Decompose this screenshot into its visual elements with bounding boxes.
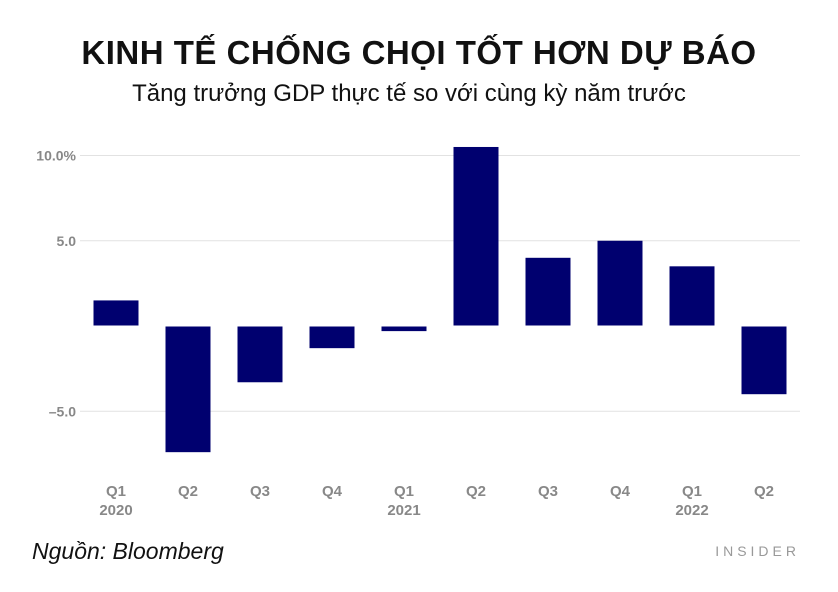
x-tick-label: Q4 bbox=[322, 483, 343, 500]
bar bbox=[381, 326, 427, 332]
y-axis-ticks: 10.0% 5.0 –5.0 bbox=[36, 148, 76, 420]
chart-title: KINH TẾ CHỐNG CHỌI TỐT HƠN DỰ BÁO bbox=[81, 34, 757, 71]
x-tick-year-label: 2021 bbox=[387, 502, 420, 519]
bar bbox=[309, 326, 355, 349]
bars bbox=[80, 146, 800, 453]
chart-subtitle: Tăng trưởng GDP thực tế so với cùng kỳ n… bbox=[132, 80, 686, 107]
bar bbox=[741, 326, 787, 395]
x-tick-year-label: 2020 bbox=[99, 502, 132, 519]
x-tick-label: Q1 bbox=[106, 483, 126, 500]
bar bbox=[93, 300, 139, 326]
y-tick-label: 5.0 bbox=[57, 233, 77, 249]
brand-logo: INSIDER bbox=[715, 543, 800, 559]
x-tick-label: Q1 bbox=[394, 483, 414, 500]
source-note: Nguồn: Bloomberg bbox=[32, 538, 224, 564]
bar bbox=[453, 146, 499, 326]
x-tick-label: Q2 bbox=[754, 483, 774, 500]
x-tick-label: Q2 bbox=[466, 483, 486, 500]
x-tick-label: Q2 bbox=[178, 483, 198, 500]
x-tick-year-label: 2022 bbox=[675, 502, 708, 519]
y-tick-label: 10.0% bbox=[36, 148, 76, 164]
y-tick-label: –5.0 bbox=[49, 403, 76, 419]
x-tick-label: Q1 bbox=[682, 483, 702, 500]
bar bbox=[165, 326, 211, 453]
bar bbox=[669, 266, 715, 326]
bar bbox=[597, 240, 643, 326]
x-tick-label: Q3 bbox=[538, 483, 558, 500]
bar bbox=[237, 326, 283, 383]
x-axis-ticks: Q1 2020 Q2 Q3 Q4 Q1 2021 Q2 Q3 Q4 Q1 2022 Q2 bbox=[99, 483, 774, 519]
x-tick-label: Q3 bbox=[250, 483, 270, 500]
bar bbox=[525, 257, 571, 326]
x-tick-label: Q4 bbox=[610, 483, 631, 500]
